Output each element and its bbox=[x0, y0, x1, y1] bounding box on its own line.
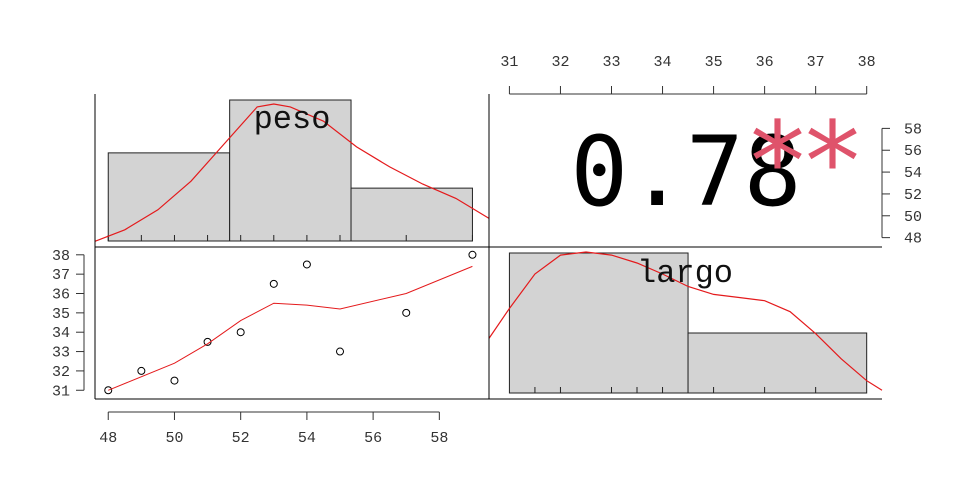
tick-label-right-1: 50 bbox=[904, 209, 922, 226]
significance-stars: ** bbox=[750, 98, 860, 226]
scatter-point-1 bbox=[137, 366, 146, 375]
tick-label-bottom-0: 48 bbox=[99, 430, 117, 447]
tick-label-bottom-1: 50 bbox=[165, 430, 183, 447]
tick-label-top-7: 38 bbox=[858, 54, 876, 71]
tick-label-top-5: 36 bbox=[756, 54, 774, 71]
scatter-point-7 bbox=[336, 347, 345, 356]
tick-label-left-6: 37 bbox=[52, 267, 70, 284]
tick-label-bottom-3: 54 bbox=[298, 430, 316, 447]
scatter-point-8 bbox=[402, 308, 411, 317]
tick-label-right-4: 56 bbox=[904, 143, 922, 160]
density-line-largo bbox=[488, 251, 883, 391]
tick-label-bottom-4: 56 bbox=[364, 430, 382, 447]
tick-label-left-2: 33 bbox=[52, 345, 70, 362]
tick-label-top-4: 35 bbox=[705, 54, 723, 71]
scatter-point-2 bbox=[170, 376, 179, 385]
scatter-panel bbox=[104, 250, 477, 395]
hist-bar-peso-1 bbox=[229, 99, 352, 242]
scatter-point-0 bbox=[104, 386, 113, 395]
tick-label-left-1: 32 bbox=[52, 364, 70, 381]
scatter-point-5 bbox=[269, 279, 278, 288]
scatter-point-6 bbox=[302, 260, 311, 269]
histogram-peso-panel bbox=[94, 99, 490, 242]
axes-layer: 48 50 52 54 56 58 31 32 33 34 35 36 37 38 31 32 33 34 35 36… bbox=[52, 54, 922, 447]
variable-label-largo: largo bbox=[637, 255, 733, 292]
tick-label-right-3: 54 bbox=[904, 165, 922, 182]
variable-label-peso: peso bbox=[254, 101, 331, 138]
density-line-peso bbox=[94, 103, 490, 242]
hist-bar-peso-0 bbox=[107, 152, 231, 242]
hist-bar-largo-1 bbox=[687, 332, 868, 394]
tick-label-left-7: 38 bbox=[52, 248, 70, 265]
tick-label-left-5: 36 bbox=[52, 287, 70, 304]
tick-label-top-3: 34 bbox=[654, 54, 672, 71]
tick-label-top-1: 32 bbox=[551, 54, 569, 71]
tick-label-top-2: 33 bbox=[602, 54, 620, 71]
tick-label-bottom-5: 58 bbox=[430, 430, 448, 447]
scatter-point-9 bbox=[468, 250, 477, 259]
correlation-value: 0.78 bbox=[570, 116, 801, 228]
tick-label-right-0: 48 bbox=[904, 231, 922, 248]
tick-label-top-6: 37 bbox=[807, 54, 825, 71]
smooth-line-scatter bbox=[108, 265, 473, 391]
tick-label-left-3: 34 bbox=[52, 325, 70, 342]
histogram-largo-panel bbox=[488, 251, 883, 394]
scatter-point-4 bbox=[236, 328, 245, 337]
tick-label-bottom-2: 52 bbox=[232, 430, 250, 447]
tick-label-right-2: 52 bbox=[904, 187, 922, 204]
hist-bar-peso-2 bbox=[350, 187, 473, 242]
tick-label-left-0: 31 bbox=[52, 383, 70, 400]
tick-label-left-4: 35 bbox=[52, 306, 70, 323]
tick-label-top-0: 31 bbox=[500, 54, 518, 71]
tick-label-right-5: 58 bbox=[904, 121, 922, 138]
